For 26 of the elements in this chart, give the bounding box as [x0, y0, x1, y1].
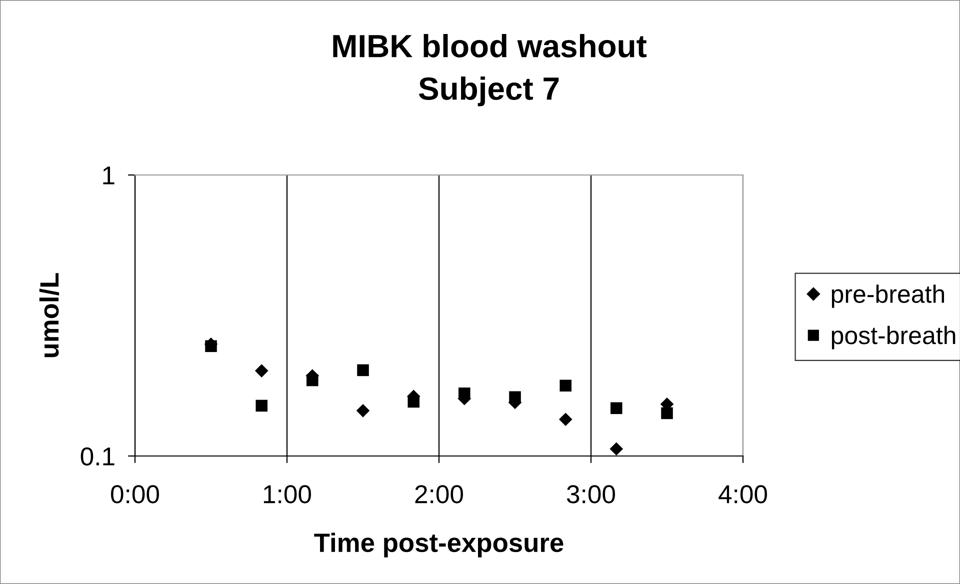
point [560, 380, 572, 392]
point [256, 400, 268, 412]
x-tick-label: 4:00 [718, 485, 767, 504]
point [661, 407, 673, 420]
x-tick-label: 3:00 [566, 485, 615, 504]
point [357, 364, 369, 376]
point [306, 374, 318, 386]
y-tick-label: 1 [103, 166, 114, 184]
x-axis-title: Time post-exposure [314, 532, 564, 558]
x-tick-label: 1:00 [264, 485, 311, 504]
point [610, 442, 624, 456]
point [408, 396, 420, 408]
x-tick-label: 2:00 [415, 485, 463, 504]
point [610, 402, 622, 414]
point [356, 404, 370, 418]
y-axis-title: umol/L [39, 273, 60, 358]
point [205, 340, 217, 352]
point [509, 391, 521, 404]
point [558, 412, 572, 426]
y-tick-label: 0.1 [80, 447, 114, 466]
legend-label: pre-breath [832, 284, 944, 308]
point [458, 388, 470, 400]
point [254, 364, 268, 378]
chart-title: MIBK blood washout Subject 7 [333, 34, 647, 106]
x-tick-label: 0:00 [111, 485, 159, 504]
legend-label: post-breath [832, 326, 956, 350]
